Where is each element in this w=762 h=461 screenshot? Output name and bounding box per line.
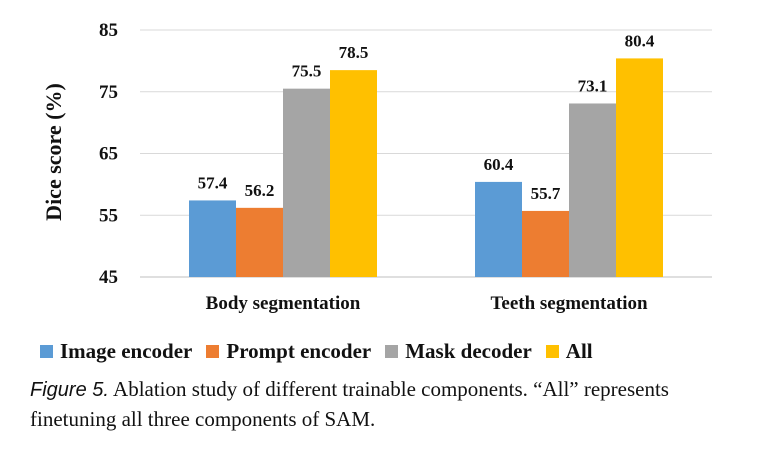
y-axis-label: Dice score (%) (41, 83, 66, 221)
bar (236, 207, 283, 277)
bar (616, 58, 663, 277)
data-label: 78.5 (339, 43, 369, 62)
legend-swatch (545, 344, 559, 358)
legend-label: All (565, 338, 593, 363)
y-tick-label: 75 (99, 82, 118, 103)
legend-label: Mask decoder (405, 338, 532, 363)
y-tick-label: 85 (99, 20, 118, 41)
data-label: 80.4 (625, 31, 655, 50)
legend-label: Image encoder (60, 338, 193, 363)
legend-label: Prompt encoder (226, 338, 372, 363)
y-tick-label: 65 (99, 144, 118, 165)
bar (283, 88, 330, 277)
data-label: 60.4 (484, 155, 514, 174)
legend-swatch (40, 344, 53, 358)
y-tick-label: 45 (99, 267, 118, 288)
bar (189, 200, 236, 277)
chart-legend: Image encoder Prompt encoder Mask decoder A… (40, 336, 740, 366)
x-tick-labels: Body segmentation Teeth segmentation (206, 293, 648, 314)
figure-label: Figure 5. (30, 379, 109, 401)
data-label: 56.2 (245, 181, 275, 200)
bars (189, 58, 663, 277)
data-label: 75.5 (292, 62, 322, 81)
bar-chart: 45 55 65 75 85 57.4 56.2 75.5 78.5 60.4 55.7 73.1 8… (41, 20, 712, 314)
x-tick-label: Body segmentation (206, 293, 361, 314)
y-tick-label: 55 (99, 205, 118, 226)
legend-swatch (385, 344, 399, 358)
bar (475, 181, 522, 277)
y-tick-labels: 45 55 65 75 85 (99, 20, 118, 288)
x-tick-label: Teeth segmentation (490, 293, 648, 314)
data-labels: 57.4 56.2 75.5 78.5 60.4 55.7 73.1 80.4 (198, 31, 655, 203)
data-label: 57.4 (198, 173, 228, 192)
bar (522, 210, 569, 277)
data-label: 73.1 (578, 76, 608, 95)
legend-item: Prompt encoder (206, 339, 371, 364)
bar (569, 103, 616, 277)
legend-swatch (206, 344, 220, 358)
data-label: 55.7 (531, 184, 561, 203)
legend-item: All (545, 338, 593, 364)
bar (330, 70, 377, 277)
legend-item: Image encoder (40, 339, 192, 364)
caption-text: Ablation study of different trainable co… (30, 377, 669, 431)
legend-item: Mask decoder (385, 339, 532, 364)
figure-caption: Figure 5. Ablation study of different tr… (30, 375, 750, 434)
